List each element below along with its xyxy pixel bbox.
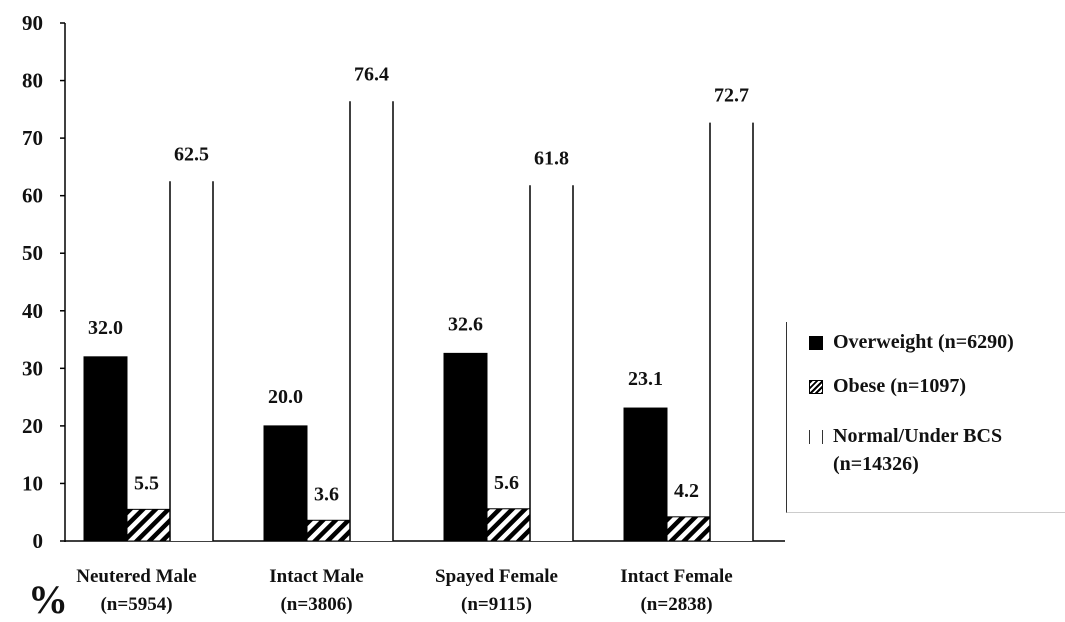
bar-normal — [170, 181, 213, 541]
y-tick-label: 80 — [22, 69, 43, 93]
bar-normal — [530, 185, 573, 541]
bar-normal — [710, 122, 753, 542]
bar-overweight — [263, 425, 308, 542]
x-tick-label: Intact Female — [620, 566, 732, 587]
x-tick-label: (n=3806) — [280, 594, 352, 615]
x-tick-label: Spayed Female — [435, 566, 558, 587]
data-label: 23.1 — [628, 368, 663, 390]
x-tick-label: (n=9115) — [461, 594, 532, 615]
y-tick-label: 10 — [22, 471, 43, 495]
bar-obese — [126, 508, 171, 542]
y-tick-label: 0 — [33, 529, 44, 553]
y-tick-label: 70 — [22, 126, 43, 150]
data-label: 61.8 — [534, 147, 569, 169]
legend-label-normal-line1: Normal/Under BCS — [833, 425, 1003, 447]
legend-label-obese: Obese (n=1097) — [833, 375, 967, 397]
data-label: 76.4 — [354, 63, 389, 85]
legend-label-normal-line2: (n=14326) — [833, 453, 919, 475]
bar-overweight — [623, 407, 668, 542]
x-tick-label: Intact Male — [269, 566, 363, 587]
data-label: 20.0 — [268, 386, 303, 408]
data-label: 32.0 — [88, 317, 123, 339]
legend-item-normal: Normal/Under BCS (n=14326) — [809, 422, 1002, 478]
data-label: 4.2 — [674, 480, 699, 502]
legend-item-overweight: Overweight (n=6290) — [809, 328, 1014, 356]
x-tick-label: Neutered Male — [76, 566, 196, 587]
y-tick-label: 50 — [22, 241, 43, 265]
data-label: 72.7 — [714, 85, 749, 107]
legend: Overweight (n=6290) Obese (n=1097) Norma… — [786, 322, 1065, 513]
y-tick-label: 30 — [22, 356, 43, 380]
legend-label-overweight: Overweight (n=6290) — [833, 331, 1014, 353]
y-tick-label: 20 — [22, 414, 43, 438]
data-label: 5.5 — [134, 472, 159, 494]
bar-normal — [350, 101, 393, 541]
bar-obese — [666, 516, 711, 542]
bar-obese — [306, 519, 351, 542]
data-label: 5.6 — [494, 472, 519, 494]
bar-overweight — [443, 352, 488, 542]
bar-obese — [486, 508, 531, 542]
y-tick-label: 60 — [22, 184, 43, 208]
x-tick-label: (n=5954) — [100, 594, 172, 615]
bar-overweight — [83, 356, 128, 542]
legend-swatch-overweight — [809, 336, 823, 350]
data-label: 32.6 — [448, 313, 483, 335]
x-tick-label: (n=2838) — [640, 594, 712, 615]
y-tick-label: 40 — [22, 299, 43, 323]
y-tick-label: 90 — [22, 11, 43, 35]
data-label: 62.5 — [174, 143, 209, 165]
data-label: 3.6 — [314, 483, 339, 505]
legend-swatch-normal — [809, 430, 823, 444]
legend-item-obese: Obese (n=1097) — [809, 372, 966, 400]
y-axis-label: % — [28, 577, 68, 622]
legend-label-normal: Normal/Under BCS (n=14326) — [833, 422, 1002, 478]
legend-swatch-obese — [809, 380, 823, 394]
